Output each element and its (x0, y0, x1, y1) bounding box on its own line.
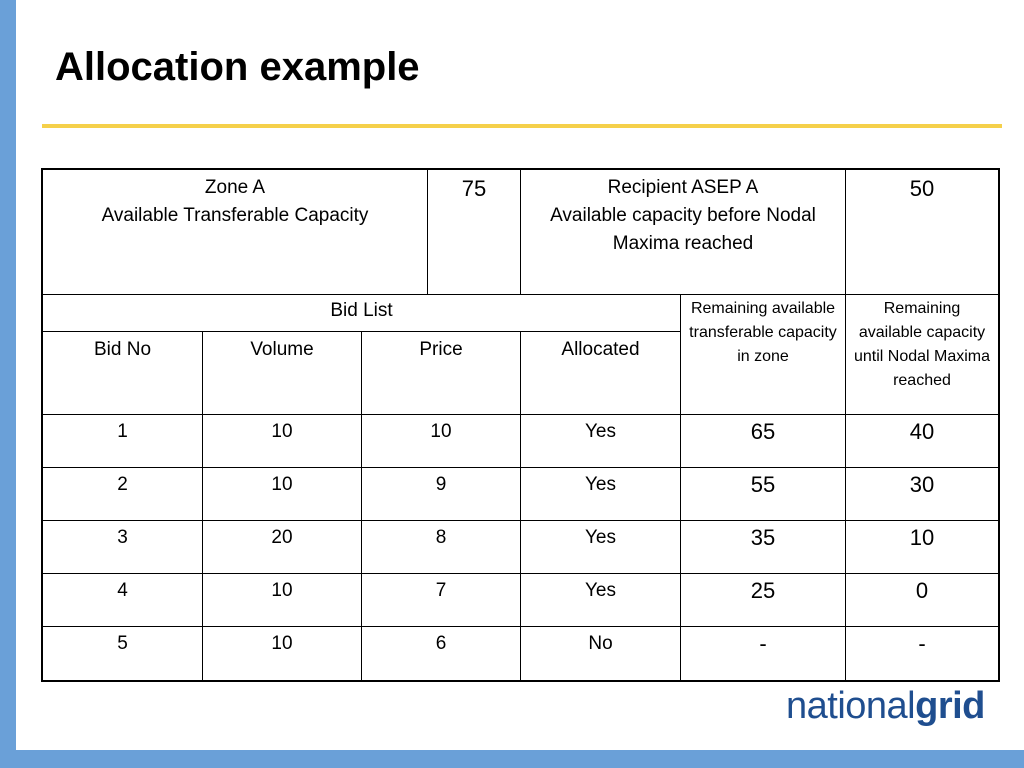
row-2-volume-cell: 10 (203, 468, 362, 521)
allocated-header: Allocated (561, 339, 640, 360)
row-3-bid-no-cell: 3 (43, 521, 203, 574)
row-1-remaining-zone-cell: 65 (681, 415, 846, 468)
row-1-remaining-zone: 65 (750, 419, 776, 444)
row-2-volume: 10 (271, 474, 293, 495)
row-3-remaining-zone-cell: 35 (681, 521, 846, 574)
zone-name: Zone A (204, 177, 266, 198)
row-3-price: 8 (435, 527, 447, 548)
remaining-nodal-header: Remaining available capacity until Nodal… (853, 300, 991, 389)
price-header-cell: Price (362, 332, 521, 415)
row-2-bid-no-cell: 2 (43, 468, 203, 521)
allocation-table: Zone A Available Transferable Capacity 7… (41, 168, 1000, 682)
row-1-bid-no: 1 (117, 421, 128, 442)
row-2-price-cell: 9 (362, 468, 521, 521)
zone-capacity-value-cell: 75 (428, 170, 521, 295)
remaining-zone-header: Remaining available transferable capacit… (689, 300, 837, 365)
row-2-price: 9 (435, 474, 447, 495)
row-3-volume: 20 (271, 527, 293, 548)
row-1-price-cell: 10 (362, 415, 521, 468)
row-2-remaining-zone: 55 (750, 472, 776, 497)
row-4-allocated-cell: Yes (521, 574, 681, 627)
bid-no-header-cell: Bid No (43, 332, 203, 415)
zone-header-cell: Zone A Available Transferable Capacity (43, 170, 428, 295)
bottom-accent-bar (0, 750, 1024, 768)
title-underline-rule (42, 124, 1002, 128)
row-2-allocated: Yes (585, 474, 616, 495)
row-4-allocated: Yes (585, 580, 616, 601)
row-4-remaining-zone-cell: 25 (681, 574, 846, 627)
volume-header-cell: Volume (203, 332, 362, 415)
row-1-remaining-nodal-cell: 40 (846, 415, 998, 468)
row-4-price: 7 (435, 580, 447, 601)
row-1-remaining-nodal: 40 (909, 419, 935, 444)
row-5-allocated-cell: No (521, 627, 681, 680)
recipient-header-cell: Recipient ASEP A Available capacity befo… (521, 170, 846, 295)
recipient-capacity-label: Available capacity before Nodal Maxima r… (550, 205, 816, 254)
recipient-capacity-value-cell: 50 (846, 170, 998, 295)
row-2-remaining-nodal-cell: 30 (846, 468, 998, 521)
row-4-volume: 10 (271, 580, 293, 601)
row-5-remaining-zone: - (759, 631, 767, 656)
row-5-remaining-nodal-cell: - (846, 627, 998, 680)
row-5-volume: 10 (271, 633, 293, 654)
row-5-price-cell: 6 (362, 627, 521, 680)
row-3-remaining-nodal: 10 (909, 525, 935, 550)
row-3-remaining-nodal-cell: 10 (846, 521, 998, 574)
row-4-remaining-nodal: 0 (915, 578, 929, 603)
row-5-remaining-nodal: - (918, 631, 926, 656)
row-4-bid-no-cell: 4 (43, 574, 203, 627)
bid-list-label: Bid List (330, 300, 393, 321)
recipient-capacity-value: 50 (909, 176, 935, 201)
remaining-nodal-header-cell: Remaining available capacity until Nodal… (846, 295, 998, 415)
row-3-remaining-zone: 35 (750, 525, 776, 550)
row-1-volume-cell: 10 (203, 415, 362, 468)
row-1-bid-no-cell: 1 (43, 415, 203, 468)
recipient-name: Recipient ASEP A (607, 177, 759, 198)
volume-header: Volume (250, 339, 314, 360)
national-grid-logo: nationalgrid (786, 684, 985, 728)
row-4-remaining-zone: 25 (750, 578, 776, 603)
row-5-remaining-zone-cell: - (681, 627, 846, 680)
row-1-volume: 10 (271, 421, 293, 442)
row-1-price: 10 (430, 421, 452, 442)
row-3-volume-cell: 20 (203, 521, 362, 574)
price-header: Price (419, 339, 463, 360)
bid-no-header: Bid No (93, 339, 152, 360)
row-1-allocated-cell: Yes (521, 415, 681, 468)
left-accent-bar (0, 0, 16, 768)
row-4-price-cell: 7 (362, 574, 521, 627)
row-2-bid-no: 2 (117, 474, 128, 495)
slide-title: Allocation example (55, 45, 420, 89)
logo-text-grid: grid (915, 685, 985, 727)
row-5-bid-no-cell: 5 (43, 627, 203, 680)
row-2-remaining-nodal: 30 (909, 472, 935, 497)
zone-capacity-label: Available Transferable Capacity (101, 205, 369, 226)
row-2-allocated-cell: Yes (521, 468, 681, 521)
row-5-bid-no: 5 (117, 633, 128, 654)
row-5-allocated: No (588, 633, 613, 654)
row-4-remaining-nodal-cell: 0 (846, 574, 998, 627)
row-5-price: 6 (435, 633, 447, 654)
row-4-volume-cell: 10 (203, 574, 362, 627)
zone-capacity-value: 75 (461, 176, 487, 201)
bid-list-header-cell: Bid List (43, 295, 681, 332)
row-3-allocated: Yes (585, 527, 616, 548)
row-1-allocated: Yes (585, 421, 616, 442)
row-3-bid-no: 3 (117, 527, 128, 548)
row-5-volume-cell: 10 (203, 627, 362, 680)
row-4-bid-no: 4 (117, 580, 128, 601)
row-3-allocated-cell: Yes (521, 521, 681, 574)
remaining-zone-header-cell: Remaining available transferable capacit… (681, 295, 846, 415)
allocated-header-cell: Allocated (521, 332, 681, 415)
row-2-remaining-zone-cell: 55 (681, 468, 846, 521)
logo-text-national: national (786, 685, 916, 727)
row-3-price-cell: 8 (362, 521, 521, 574)
